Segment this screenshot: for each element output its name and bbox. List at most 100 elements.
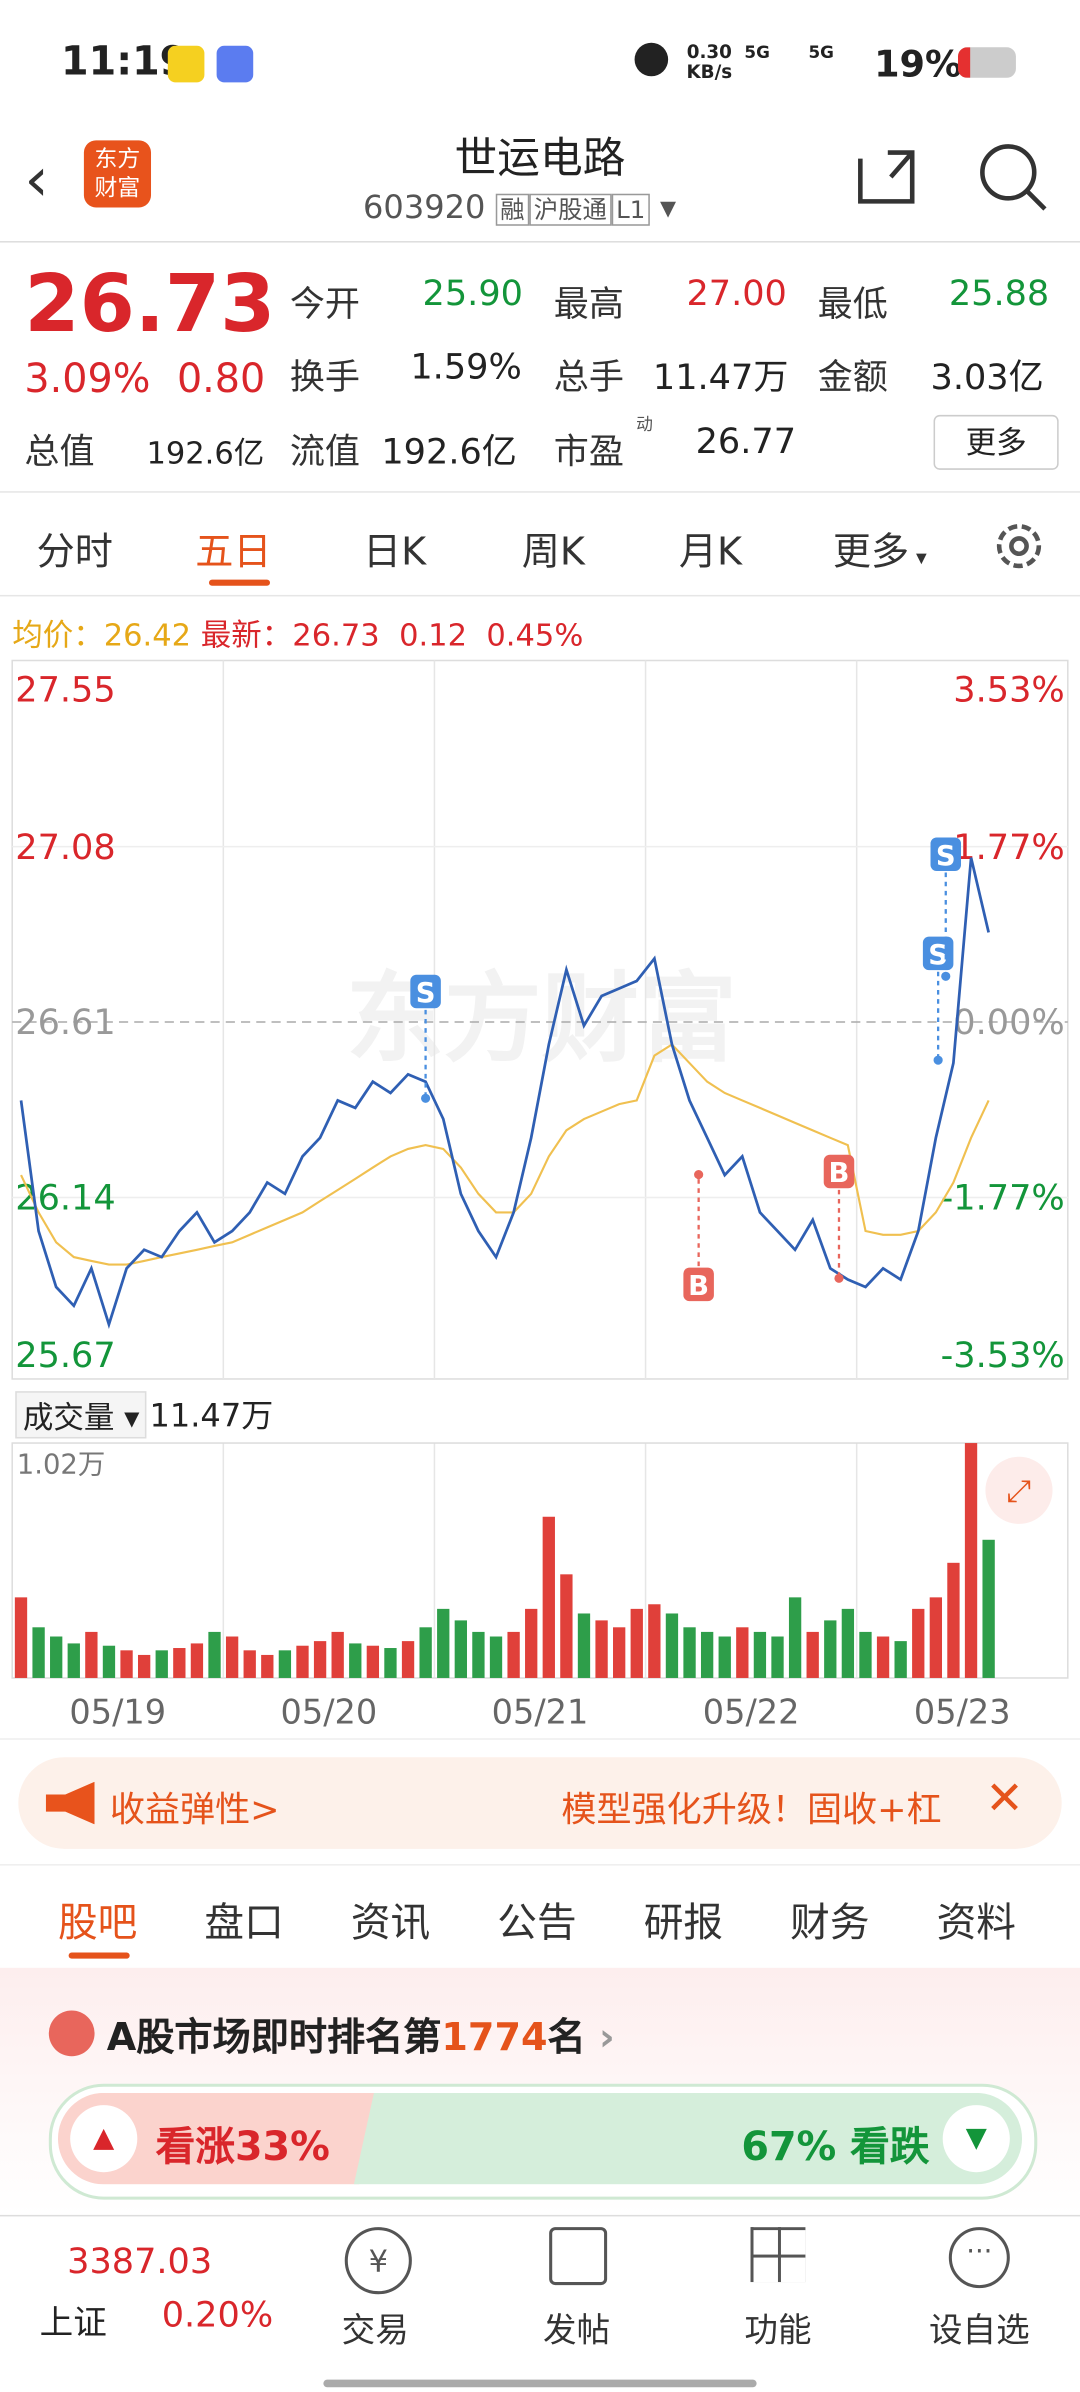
settings-icon[interactable] [992, 519, 1047, 574]
up-button[interactable]: ▲ [70, 2105, 138, 2173]
back-button[interactable]: ‹ [24, 144, 49, 216]
nav-item[interactable]: 功能 [744, 2312, 812, 2351]
signal-label: S [416, 978, 436, 1009]
volume-bar [454, 1620, 467, 1678]
tab-indicator [68, 1952, 130, 1959]
tab[interactable]: 公告 [497, 1900, 577, 1947]
vote-down-bar[interactable] [353, 2092, 1023, 2185]
watchlist-icon[interactable]: ··· [948, 2227, 1010, 2289]
change: 0.80 [176, 356, 266, 403]
expand-button[interactable]: ⤢ [985, 1456, 1053, 1524]
x-tick-label: 05/22 [703, 1693, 800, 1732]
share-icon[interactable] [854, 143, 921, 210]
signal-badge [823, 1154, 855, 1189]
volume-bar [683, 1627, 696, 1678]
volume-bar [14, 1597, 28, 1678]
legend-last: 26.73 [292, 616, 380, 653]
tab[interactable]: 研报 [643, 1900, 724, 1947]
rank-pre: A股市场即时排名第 [106, 2015, 442, 2060]
volume-selector[interactable]: 成交量 ▾ [15, 1391, 148, 1439]
divider [0, 241, 1080, 243]
volume-bar [859, 1631, 872, 1678]
tab-label: 更多 [832, 529, 910, 574]
rank[interactable]: A股市场即时排名第1774名 › [106, 2015, 615, 2060]
x-tick-label: 05/19 [69, 1693, 166, 1732]
rank-icon [48, 2010, 95, 2057]
net: 5G [744, 42, 770, 63]
banner[interactable] [18, 1757, 1062, 1849]
volume-bar [648, 1604, 661, 1678]
volume-bar [243, 1650, 256, 1678]
signal-dot [933, 1055, 943, 1065]
legend-last-label: 最新： [200, 616, 293, 653]
tab[interactable]: 资讯 [350, 1900, 431, 1947]
field-value: 3.03亿 [930, 358, 1044, 399]
field-label: 流值 [289, 433, 361, 473]
legend: 均价：26.42 最新：26.73 0.12 0.45% [12, 610, 583, 654]
volume-label: 成交量 [22, 1398, 115, 1436]
volume-bar [753, 1631, 767, 1678]
line-price [19, 857, 990, 1329]
legend-avg: 26.42 [103, 616, 192, 653]
nav-item[interactable]: 设自选 [928, 2312, 1030, 2351]
tab[interactable]: 财务 [790, 1900, 870, 1947]
volume-bar [50, 1636, 63, 1678]
volume-bar [824, 1620, 837, 1678]
y-tick-label: 26.14 [15, 1178, 115, 1219]
y2-tick-label: -3.53% [941, 1335, 1065, 1376]
nav-item[interactable]: 交易 [341, 2312, 409, 2351]
watermark: 东方财富 [346, 963, 736, 1077]
vote-up-label: 看涨 [155, 2124, 235, 2171]
line-avg [20, 1043, 990, 1266]
divider [0, 594, 1080, 597]
post-icon[interactable] [549, 2227, 608, 2286]
volume-bar [560, 1574, 573, 1678]
divider [0, 2214, 1080, 2217]
volume-bar [788, 1597, 802, 1678]
tab[interactable]: 日K [363, 529, 427, 574]
volume-bar [964, 1443, 978, 1678]
tag: 沪股通 [529, 193, 612, 226]
battery-level [957, 47, 971, 78]
tab[interactable]: 盘口 [204, 1900, 284, 1947]
volume-bar [613, 1627, 626, 1678]
more-button[interactable]: 更多 [933, 414, 1059, 470]
speed-unit: KB/s [686, 61, 733, 83]
search-icon[interactable] [976, 140, 1049, 213]
trade-icon[interactable]: ¥ [344, 2227, 412, 2295]
app-icon [167, 45, 205, 83]
volume-bar [982, 1539, 995, 1678]
y-tick-label: 27.08 [15, 827, 115, 868]
signal-badge [683, 1267, 714, 1302]
divider [0, 491, 1080, 493]
signal-label: S [928, 940, 948, 971]
vote-up: 看涨33% [156, 2116, 330, 2172]
field-label: 金额 [817, 358, 888, 399]
vote-up-value: 33% [234, 2124, 330, 2171]
field-label: 总手 [553, 358, 624, 399]
tab[interactable]: 股吧 [57, 1900, 138, 1947]
tab[interactable]: 周K [521, 529, 585, 574]
index-value[interactable]: 3387.03 [67, 2242, 213, 2283]
y-tick-label: 27.55 [15, 670, 115, 711]
volume-max: 1.02万 [17, 1450, 106, 1481]
volume-bar [947, 1562, 960, 1678]
signal-label: B [688, 1271, 709, 1302]
volume-bar [489, 1636, 503, 1678]
tab[interactable]: 分时 [36, 529, 113, 574]
close-button[interactable]: ✕ [985, 1772, 1024, 1826]
tab[interactable]: 月K [678, 529, 742, 574]
function-icon[interactable] [750, 2227, 806, 2283]
field-value: 11.47万 [652, 358, 789, 399]
tab[interactable]: 更多 ▾ [832, 529, 927, 574]
tab[interactable]: 资料 [936, 1900, 1016, 1947]
logo[interactable]: 东方财富 [83, 140, 152, 208]
vote-down: 67% 看跌 [741, 2116, 929, 2172]
volume-bar [718, 1636, 731, 1678]
volume-bar [876, 1636, 890, 1678]
tab-active[interactable]: 五日 [195, 529, 272, 574]
nav-item[interactable]: 发帖 [543, 2312, 611, 2351]
down-button[interactable]: ▼ [942, 2105, 1010, 2173]
volume-bar [296, 1645, 309, 1678]
rank-post: 名 [547, 2015, 586, 2060]
